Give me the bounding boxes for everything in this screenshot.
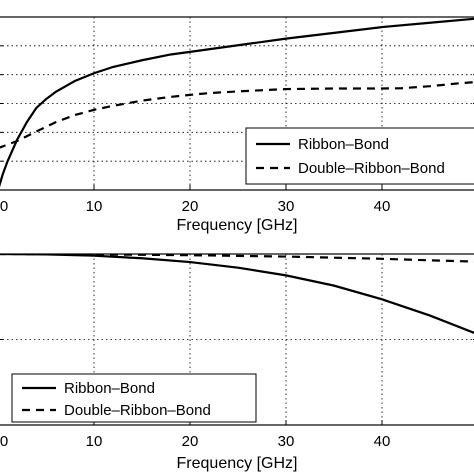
x-tick-label: 0 [0, 433, 8, 450]
series-line-double-ribbon-bond [0, 254, 474, 263]
legend-entry: Double–Ribbon–Bond [298, 160, 445, 177]
legend: Ribbon–Bond Double–Ribbon–Bond [245, 127, 474, 185]
x-axis-label: Frequency [GHz] [177, 455, 298, 472]
top-panel: 0 10 20 30 40 Frequency [GHz] Ribbon–Bond Doubl… [0, 16, 474, 234]
legend-entry: Ribbon–Bond [298, 136, 389, 153]
series-line-double-ribbon-bond [0, 81, 474, 149]
legend: Ribbon–Bond Double–Ribbon–Bond [11, 373, 257, 423]
x-tick-label: 10 [86, 433, 103, 450]
x-tick-label: 0 [0, 198, 8, 215]
x-tick-label: 40 [374, 198, 391, 215]
x-tick-label: 30 [278, 433, 295, 450]
x-tick-label: 10 [86, 198, 103, 215]
legend-entry: Double–Ribbon–Bond [64, 402, 211, 419]
legend-box [11, 373, 257, 423]
bottom-panel: 0 10 20 30 40 Frequency [GHz] Ribbon–Bond Doubl… [0, 253, 474, 472]
x-tick-label: 20 [182, 433, 199, 450]
legend-box [245, 127, 474, 185]
legend-entry: Ribbon–Bond [64, 380, 155, 397]
series-line-ribbon-bond [0, 254, 474, 334]
series-line-ribbon-bond [0, 17, 474, 188]
axes-frame [0, 16, 474, 191]
x-tick-label: 20 [182, 198, 199, 215]
x-axis-label: Frequency [GHz] [177, 217, 298, 234]
x-tick-label: 40 [374, 433, 391, 450]
axes-frame [0, 253, 474, 426]
x-tick-label: 30 [278, 198, 295, 215]
